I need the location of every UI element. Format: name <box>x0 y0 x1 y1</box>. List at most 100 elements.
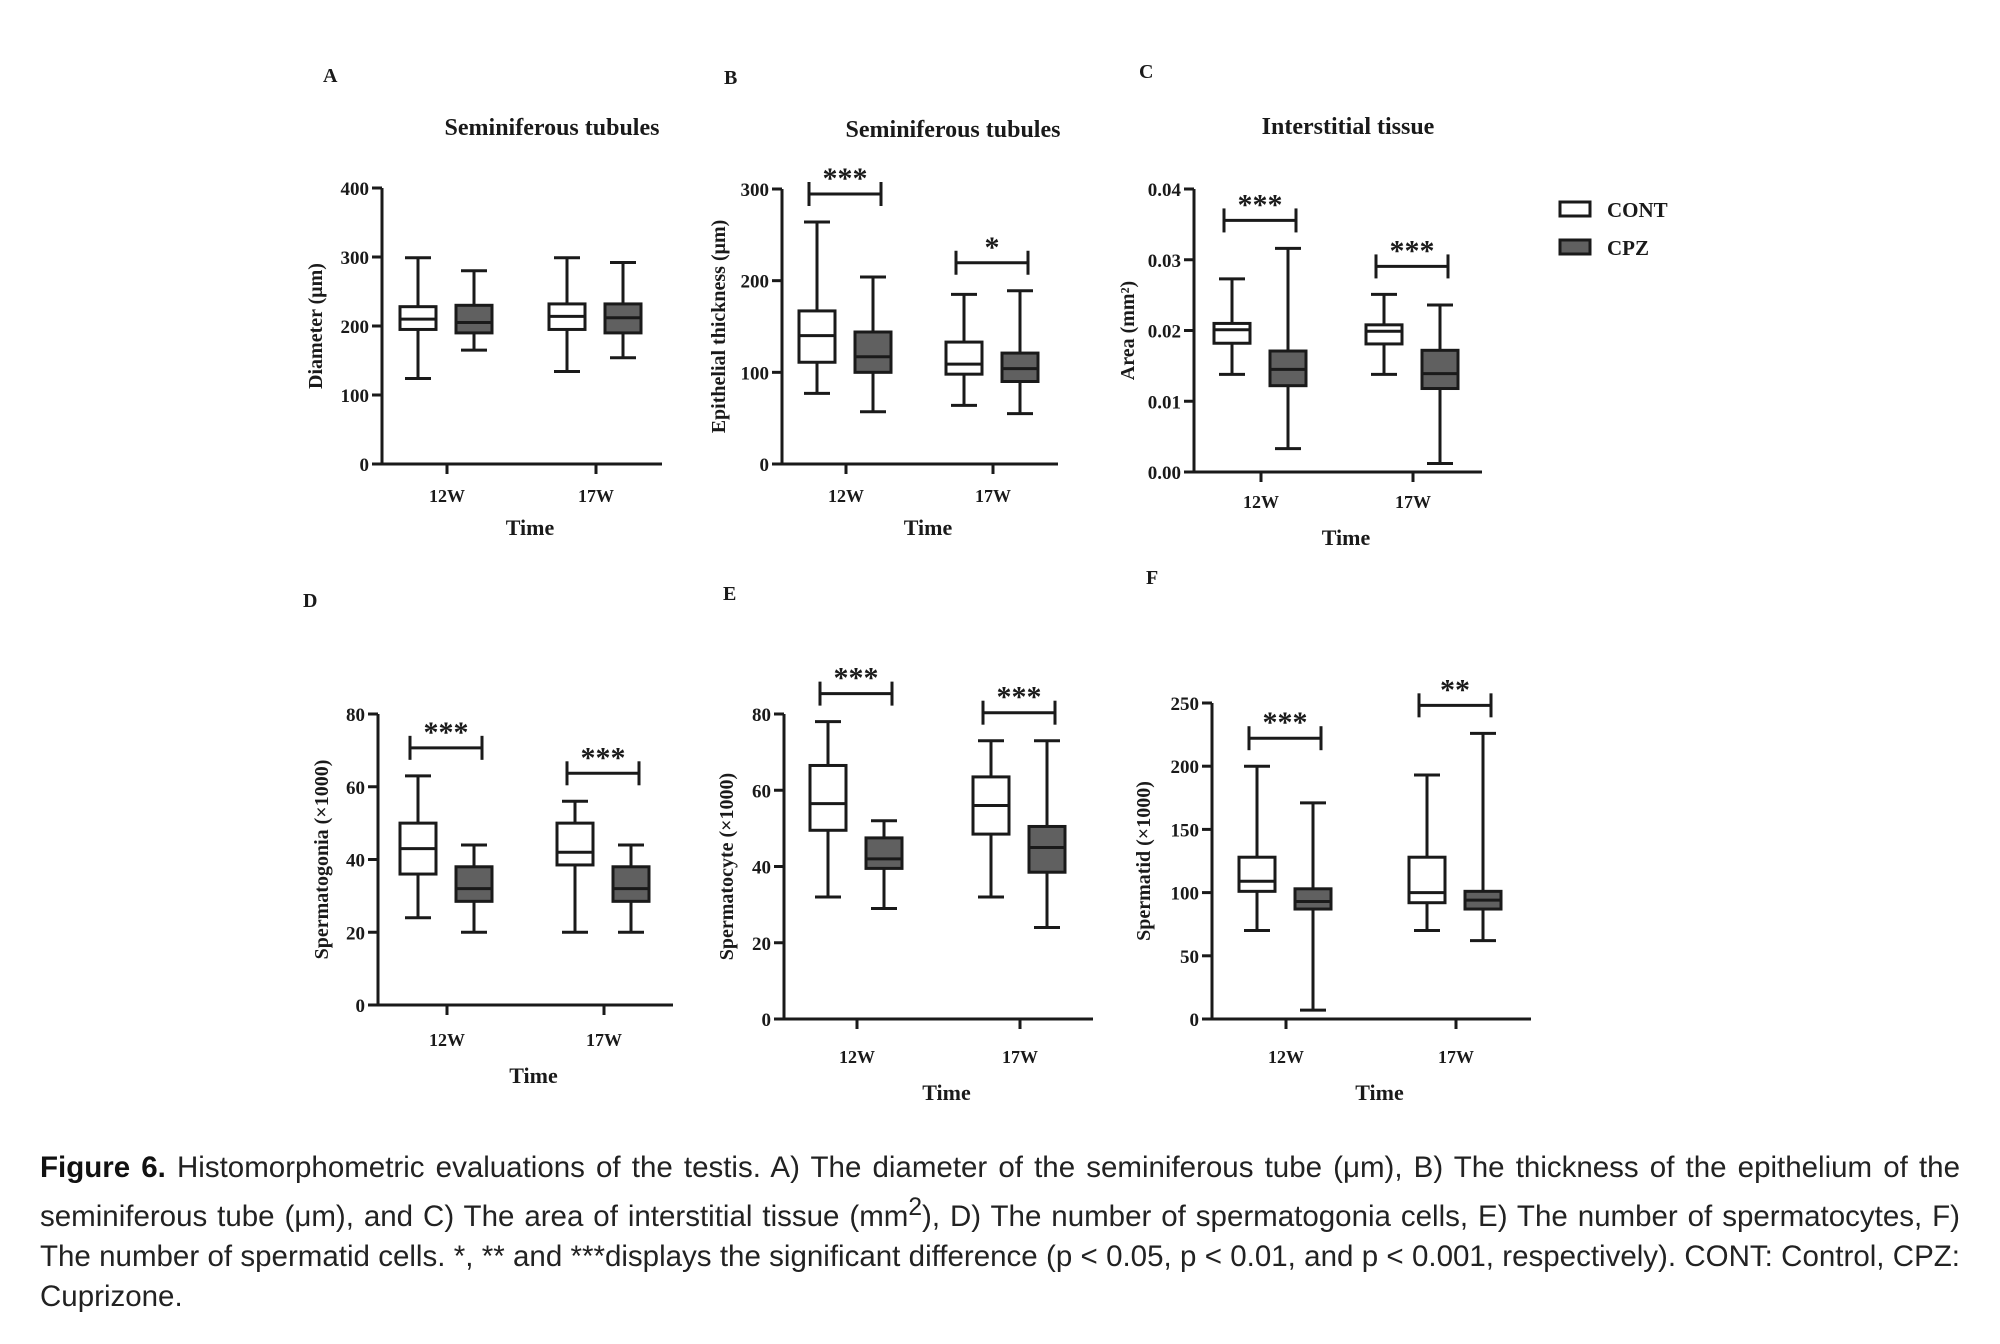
x-tick-label: 17W <box>1395 492 1431 512</box>
box-cpz-12w <box>1268 246 1308 451</box>
y-tick-label: 0.04 <box>1148 180 1182 201</box>
legend-item-cpz: CPZ <box>1558 236 1649 260</box>
box-cpz-12w <box>853 275 893 414</box>
panel-f: F 0 50 100 150 200 250 Spermatid (×1000) 12W 17W T… <box>1133 567 1531 1100</box>
y-tick-label: 300 <box>741 180 770 201</box>
x-tick-label: 12W <box>1243 492 1279 512</box>
box-cpz-12w <box>454 269 494 352</box>
x-axis-label: Time <box>1355 1080 1404 1100</box>
panel-title: Seminiferous tubules <box>445 115 660 141</box>
panel-b: B Seminiferous tubules 0 100 200 300 Epithelia… <box>708 67 1060 540</box>
x-tick-label: 12W <box>828 486 864 506</box>
legend: CONT CPZ <box>1558 198 1668 260</box>
y-tick-label: 50 <box>1180 947 1199 968</box>
significance-bracket: *** <box>565 741 641 786</box>
box-iqr <box>808 763 848 832</box>
y-axis-label: Diameter (μm) <box>305 263 327 389</box>
y-tick-label: 100 <box>341 386 370 407</box>
significance-stars: ** <box>1440 673 1470 706</box>
y-tick-label: 40 <box>752 858 771 879</box>
box-cpz-17w <box>1463 731 1503 943</box>
box-cont-12w <box>808 720 848 899</box>
box-cont-12w <box>1212 277 1252 376</box>
y-tick-label: 60 <box>346 778 365 799</box>
panel-letter: F <box>1146 567 1158 589</box>
figure-caption: Figure 6. Histomorphometric evaluations … <box>40 1148 1960 1317</box>
panel-letter: D <box>303 590 317 612</box>
box-cpz-17w <box>1420 303 1460 466</box>
x-tick-label: 17W <box>975 486 1011 506</box>
y-tick-label: 0 <box>1190 1010 1200 1031</box>
x-axis-label: Time <box>922 1080 971 1100</box>
box-iqr <box>1237 855 1277 893</box>
y-tick-label: 0 <box>356 996 366 1017</box>
x-tick-label: 17W <box>586 1030 622 1050</box>
x-tick-label: 17W <box>1438 1047 1474 1067</box>
box-iqr <box>944 340 984 376</box>
significance-bracket: *** <box>1374 234 1450 279</box>
x-tick-label: 12W <box>429 1030 465 1050</box>
box-iqr <box>1027 824 1067 874</box>
significance-bracket: *** <box>1222 188 1298 233</box>
y-tick-label: 200 <box>1171 757 1200 778</box>
x-axis-label: Time <box>509 1063 558 1088</box>
box-cont-12w <box>398 774 438 920</box>
y-axis-label: Area (mm²) <box>1117 281 1139 380</box>
significance-bracket: *** <box>408 716 484 760</box>
y-tick-label: 100 <box>741 363 770 384</box>
legend-label-cpz: CPZ <box>1607 236 1649 260</box>
box-iqr <box>853 330 893 374</box>
box-iqr <box>864 836 904 870</box>
panel-d: D 0 20 40 60 80 Spermatogonia (×1000) 12W 17W Tim… <box>303 590 673 1088</box>
significance-bracket: ** <box>1417 673 1493 718</box>
box-iqr <box>1212 321 1252 345</box>
significance-bracket: *** <box>1247 706 1323 751</box>
y-tick-label: 0.02 <box>1148 322 1181 343</box>
panel-a: A Seminiferous tubules 0 100 200 300 400 Diamet… <box>305 65 662 540</box>
legend-label-cont: CONT <box>1607 198 1668 222</box>
panel-e: E 0 20 40 60 80 Spermatocyte (×1000) 12W 17W Time… <box>716 583 1093 1100</box>
caption-text-2: ), D) The number of spermatogonia cells,… <box>40 1199 1960 1313</box>
panel-title: Seminiferous tubules <box>846 117 1061 143</box>
significance-stars: * <box>985 231 1000 264</box>
y-tick-label: 40 <box>346 851 365 872</box>
y-tick-label: 150 <box>1171 820 1200 841</box>
caption-text-1: Histomorphometric evaluations of the tes… <box>40 1151 1960 1233</box>
y-tick-label: 20 <box>752 934 771 955</box>
box-cont-17w <box>1407 773 1447 933</box>
box-cpz-17w <box>1027 739 1067 929</box>
significance-stars: *** <box>834 662 879 695</box>
panel-title: Interstitial tissue <box>1262 114 1435 140</box>
box-iqr <box>555 821 595 867</box>
y-tick-label: 250 <box>1171 694 1200 715</box>
box-cpz-12w <box>864 819 904 910</box>
x-tick-label: 17W <box>1002 1047 1038 1067</box>
legend-item-cont: CONT <box>1558 198 1668 222</box>
panel-letter: B <box>724 67 737 89</box>
significance-bracket: *** <box>981 681 1057 725</box>
y-tick-label: 0 <box>760 455 770 476</box>
box-iqr <box>611 865 651 903</box>
figure-label: Figure 6. <box>40 1151 166 1184</box>
box-iqr <box>1364 323 1404 346</box>
significance-stars: *** <box>1263 706 1308 739</box>
box-iqr <box>1420 348 1460 391</box>
y-axis-label: Epithelial thickness (μm) <box>708 220 730 434</box>
y-axis-label: Spermatocyte (×1000) <box>716 773 738 960</box>
y-tick-label: 200 <box>741 272 770 293</box>
x-tick-label: 17W <box>578 486 614 506</box>
significance-bracket: * <box>954 231 1030 275</box>
caption-superscript: 2 <box>908 1194 923 1221</box>
significance-stars: *** <box>424 716 469 749</box>
box-cpz-17w <box>611 843 651 934</box>
box-cont-17w <box>971 739 1011 899</box>
y-tick-label: 100 <box>1171 884 1200 905</box>
panel-c: C Interstitial tissue 0.00 0.01 0.02 0.03 0.04… <box>1117 61 1482 550</box>
significance-stars: *** <box>581 741 626 774</box>
significance-stars: *** <box>1390 234 1435 267</box>
x-axis-label: Time <box>1322 525 1371 550</box>
box-iqr <box>454 865 494 903</box>
box-cont-17w <box>555 799 595 934</box>
box-cont-12w <box>1237 764 1277 933</box>
box-cont-17w <box>1364 292 1404 376</box>
